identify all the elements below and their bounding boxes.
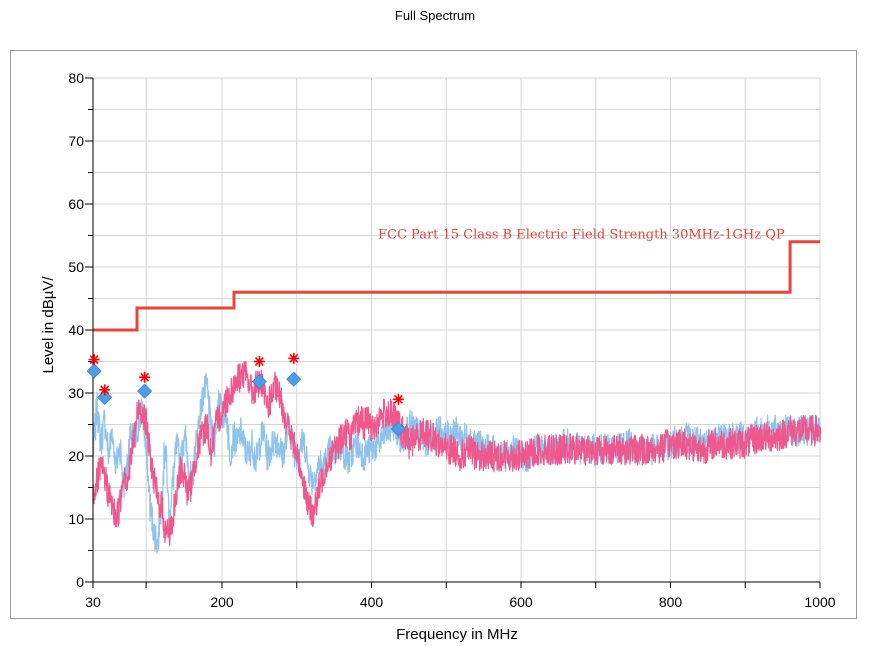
x-tick-label: 1000 — [804, 594, 835, 610]
asterisk-stroke — [254, 357, 264, 366]
y-tick-label: 20 — [68, 448, 84, 464]
asterisk-stroke — [140, 372, 150, 382]
peak-asterisk-marker — [99, 384, 111, 396]
peak-asterisk-marker — [88, 354, 100, 366]
markers-layer — [86, 352, 406, 437]
x-axis-title: Frequency in MHz — [396, 626, 518, 643]
asterisk-stroke — [393, 394, 403, 404]
y-axis-title: Level in dBµV/ — [40, 276, 57, 374]
y-tick-label: 70 — [68, 133, 84, 149]
series-layer: FCC Part 15 Class B Electric Field Stren… — [92, 228, 822, 554]
limit-line-label: FCC Part 15 Class B Electric Field Stren… — [378, 228, 785, 243]
y-tick-label: 80 — [68, 70, 84, 86]
final-diamond-marker — [251, 374, 267, 390]
y-tick-label: 40 — [68, 322, 84, 338]
y-tick-label: 60 — [68, 196, 84, 212]
limit-line — [93, 240, 820, 332]
y-tick-label: 30 — [68, 385, 84, 401]
final-diamond-marker — [137, 383, 153, 399]
asterisk-stroke — [89, 355, 99, 365]
peak-asterisk-marker — [392, 393, 404, 405]
peak-asterisk-marker — [139, 371, 151, 383]
y-tick-label: 0 — [76, 574, 84, 590]
series-trace-1 — [92, 360, 822, 547]
chart-frame — [10, 50, 857, 619]
final-diamond-marker — [86, 363, 102, 379]
x-tick-label: 600 — [509, 594, 533, 610]
axes: 0 10 20 30 40 50 60 70 80 30 200 400 600 800 1000 — [68, 70, 835, 610]
peak-asterisk-marker — [253, 356, 265, 367]
x-tick-label: 800 — [659, 594, 683, 610]
y-tick-label: 50 — [68, 259, 84, 275]
x-tick-label: 200 — [210, 594, 234, 610]
chart-title: Full Spectrum — [394, 8, 476, 23]
grid-lines — [92, 77, 821, 583]
asterisk-stroke — [100, 385, 110, 395]
series-trace-0 — [92, 372, 822, 554]
final-diamond-marker — [390, 421, 406, 437]
y-tick-label: 10 — [68, 511, 84, 527]
peak-asterisk-marker — [288, 352, 300, 364]
asterisk-stroke — [289, 353, 299, 363]
x-tick-label: 400 — [360, 594, 384, 610]
final-diamond-marker — [286, 371, 302, 387]
x-tick-label: 30 — [85, 594, 101, 610]
